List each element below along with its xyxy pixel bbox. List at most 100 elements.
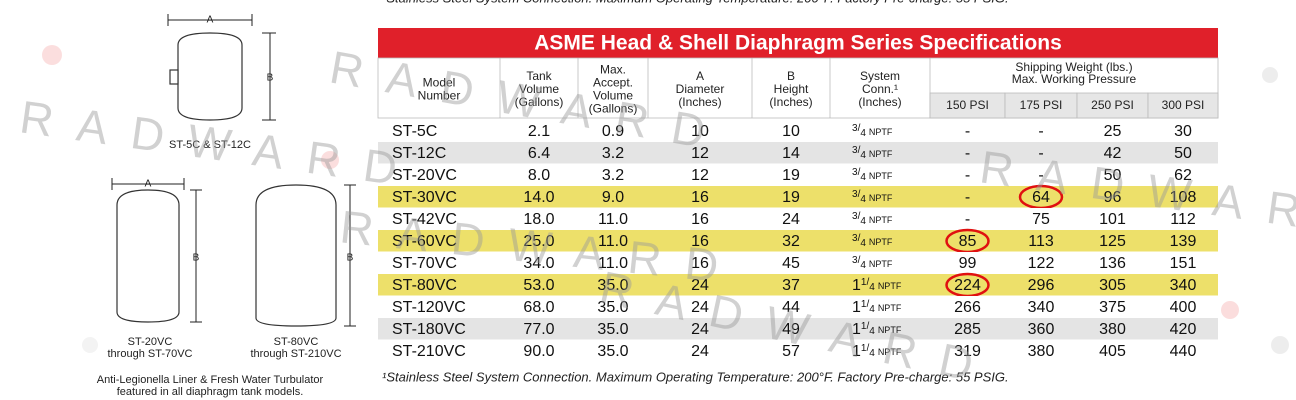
value-cell: 68.0 [523, 299, 554, 316]
weight-cell: 30 [1174, 123, 1192, 140]
column-header: Volume [593, 89, 633, 103]
weight-cell: 101 [1099, 211, 1126, 228]
value-cell: 32 [782, 233, 800, 250]
row-bg [378, 142, 1218, 164]
caption: Anti-Legionella Liner & Fresh Water Turb… [97, 374, 324, 386]
row-bg [378, 252, 1218, 274]
group-header: Shipping Weight (lbs.) [1015, 60, 1132, 74]
value-cell: 24 [691, 343, 709, 360]
conn-den: 4 [869, 282, 875, 293]
conn-den: 4 [860, 260, 866, 271]
value-cell: 35.0 [597, 321, 628, 338]
value-cell: 3.2 [602, 145, 624, 162]
weight-cell: - [965, 167, 970, 184]
column-header: B [787, 69, 795, 83]
fraction-slash: / [858, 145, 861, 156]
conn-unit: NPTF [869, 193, 893, 203]
conn-num: 3 [852, 233, 858, 244]
value-cell: 12 [691, 167, 709, 184]
weight-cell: 380 [1028, 343, 1055, 360]
conn-num: 3 [852, 123, 858, 134]
column-header: Tank [526, 69, 552, 83]
column-header: (Gallons) [589, 102, 638, 116]
conn-cell: 3/4 NPTF [852, 145, 893, 161]
conn-num: 1 [861, 343, 867, 354]
column-header: Accept. [593, 76, 633, 90]
weight-cell: 50 [1174, 145, 1192, 162]
weight-cell: 112 [1170, 211, 1196, 228]
row-bg [378, 120, 1218, 142]
conn-num: 1 [861, 277, 867, 288]
conn-unit: NPTF [869, 149, 893, 159]
conn-cell: 11/4 NPTF [852, 321, 902, 339]
row-bg [378, 296, 1218, 318]
value-cell: 77.0 [523, 321, 554, 338]
conn-unit: NPTF [869, 215, 893, 225]
value-cell: 16 [691, 189, 709, 206]
weight-cell: 62 [1174, 167, 1192, 184]
column-header: Max. [600, 63, 626, 77]
value-cell: 24 [691, 299, 709, 316]
dim-label: B [347, 253, 354, 264]
table-title: ASME Head & Shell Diaphragm Series Speci… [534, 32, 1062, 55]
large-tank-diagram: B [255, 184, 356, 327]
weight-cell: - [1038, 123, 1043, 140]
conn-num: 3 [852, 189, 858, 200]
row-bg [378, 274, 1218, 296]
value-cell: 16 [691, 233, 709, 250]
weight-cell: 99 [959, 255, 977, 272]
value-cell: 14.0 [523, 189, 554, 206]
weight-cell: 42 [1104, 145, 1122, 162]
column-header: Conn.¹ [862, 82, 898, 96]
cut-footnote: ¹Stainless Steel System Connection. Maxi… [382, 0, 1009, 5]
model-cell: ST-70VC [392, 255, 457, 272]
pressure-cell [1147, 92, 1219, 119]
weight-cell: 305 [1099, 277, 1126, 294]
weight-cell: 420 [1170, 321, 1197, 338]
weight-cell: 125 [1099, 233, 1126, 250]
value-cell: 45 [782, 255, 800, 272]
value-cell: 44 [782, 299, 800, 316]
conn-den: 4 [860, 128, 866, 139]
value-cell: 16 [691, 211, 709, 228]
value-cell: 3.2 [602, 167, 624, 184]
fraction-slash: / [858, 211, 861, 222]
value-cell: 11.0 [598, 233, 628, 250]
conn-unit: NPTF [878, 303, 902, 313]
conn-cell: 3/4 NPTF [852, 167, 893, 183]
value-cell: 35.0 [597, 277, 628, 294]
dim-label: A [207, 15, 214, 26]
value-cell: 24 [691, 321, 709, 338]
tall-tank-diagram: A B [111, 178, 202, 323]
column-header: Height [774, 82, 809, 96]
column-header: (Gallons) [515, 95, 564, 109]
value-cell: 10 [691, 123, 709, 140]
value-cell: 24 [691, 277, 709, 294]
fraction-slash: / [858, 189, 861, 200]
dim-label: B [267, 73, 274, 84]
value-cell: 11.0 [598, 211, 628, 228]
model-cell: ST-20VC [392, 167, 457, 184]
value-cell: 18.0 [523, 211, 554, 228]
pressure-header: 250 PSI [1091, 98, 1134, 112]
weight-cell: - [1038, 145, 1043, 162]
model-cell: ST-30VC [392, 189, 457, 206]
conn-cell: 11/4 NPTF [852, 277, 902, 295]
weight-cell: 375 [1099, 299, 1126, 316]
weight-cell: 139 [1170, 233, 1197, 250]
diagram-label: ST-80VC [274, 336, 319, 348]
column-header: Number [418, 89, 461, 103]
model-cell: ST-120VC [392, 299, 466, 316]
conn-num: 1 [861, 321, 867, 332]
weight-cell: 136 [1099, 255, 1126, 272]
conn-whole: 1 [852, 343, 861, 360]
row-bg [378, 318, 1218, 340]
dim-label: A [145, 179, 152, 190]
caption: featured in all diaphragm tank models. [117, 386, 304, 398]
footnote: ¹Stainless Steel System Connection. Maxi… [382, 369, 1009, 384]
value-cell: 12 [691, 145, 709, 162]
model-cell: ST-80VC [392, 277, 457, 294]
weight-cell: 64 [1032, 189, 1050, 206]
